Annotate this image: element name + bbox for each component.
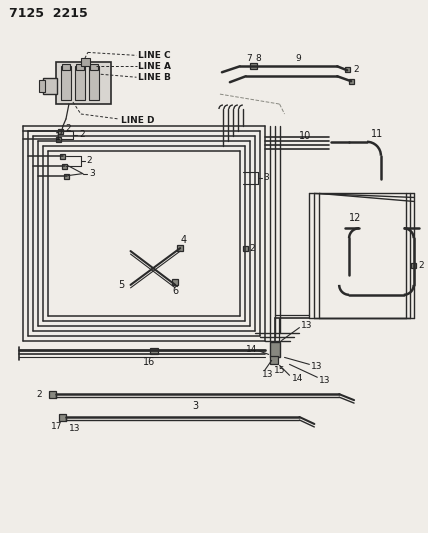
Text: 17: 17	[51, 423, 62, 431]
Text: 4: 4	[180, 235, 186, 245]
Bar	[90, 64, 98, 70]
Text: 13: 13	[262, 370, 273, 379]
Text: 6: 6	[172, 286, 178, 296]
Text: 5: 5	[119, 280, 125, 290]
Text: 16: 16	[143, 357, 155, 367]
Bar	[349, 79, 354, 84]
Text: 15: 15	[273, 366, 285, 375]
Bar	[64, 174, 69, 179]
Bar	[56, 137, 61, 142]
Bar	[270, 342, 279, 358]
Text: 10: 10	[300, 131, 312, 141]
Text: 13: 13	[319, 376, 331, 385]
Bar	[39, 80, 45, 92]
Bar	[59, 414, 66, 421]
Text: 2: 2	[87, 156, 92, 165]
Bar	[270, 357, 278, 365]
Text: 1: 1	[55, 132, 61, 142]
Text: 3: 3	[192, 401, 198, 411]
Bar	[49, 391, 56, 398]
Text: 7: 7	[246, 54, 252, 63]
Bar	[62, 64, 70, 70]
Bar	[76, 64, 84, 70]
Bar	[243, 246, 248, 251]
Bar	[172, 279, 178, 285]
Bar	[62, 164, 67, 168]
Bar	[177, 245, 183, 251]
Text: 12: 12	[349, 213, 362, 223]
Text: LINE D: LINE D	[121, 116, 154, 125]
Text: LINE B: LINE B	[139, 72, 171, 82]
Text: 2: 2	[250, 244, 256, 253]
Text: 13: 13	[311, 362, 323, 371]
Text: LINE A: LINE A	[139, 62, 172, 71]
Text: LINE C: LINE C	[139, 51, 171, 60]
Bar	[345, 67, 350, 72]
Text: 2: 2	[419, 261, 424, 270]
Text: 14: 14	[291, 374, 303, 383]
Bar	[250, 63, 257, 69]
Text: 9: 9	[295, 54, 301, 63]
Bar	[58, 129, 63, 134]
Text: 14: 14	[246, 345, 257, 354]
Text: 8: 8	[256, 54, 262, 63]
Bar	[60, 154, 65, 159]
Bar	[150, 349, 158, 354]
Bar	[43, 78, 57, 94]
Bar	[61, 66, 71, 100]
Text: 2: 2	[353, 65, 359, 74]
Text: 3: 3	[264, 173, 269, 182]
Bar	[411, 263, 416, 268]
Bar	[56, 62, 111, 104]
Text: 3: 3	[89, 169, 95, 178]
Text: 13: 13	[69, 424, 80, 433]
Text: 2: 2	[36, 390, 42, 399]
Text: 2: 2	[65, 124, 71, 133]
Text: 2: 2	[79, 131, 84, 139]
Text: 7125  2215: 7125 2215	[9, 7, 88, 20]
Bar	[75, 66, 85, 100]
Text: 11: 11	[371, 129, 383, 139]
Text: 13: 13	[301, 321, 313, 330]
Bar	[81, 58, 90, 66]
Bar	[89, 66, 99, 100]
